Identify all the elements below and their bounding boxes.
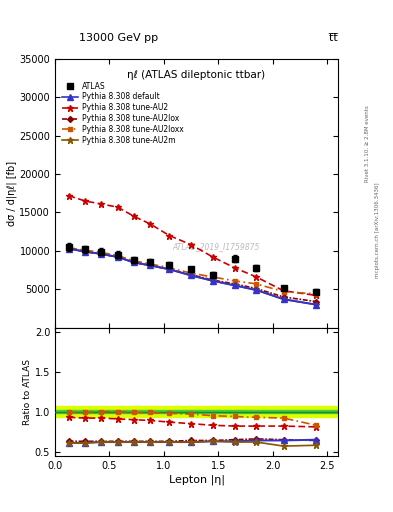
Legend: ATLAS, Pythia 8.308 default, Pythia 8.308 tune-AU2, Pythia 8.308 tune-AU2lox, Py: ATLAS, Pythia 8.308 default, Pythia 8.30…	[62, 81, 183, 145]
Text: t̅t̅: t̅t̅	[329, 33, 338, 44]
Y-axis label: dσ / d|ηℓ| [fb]: dσ / d|ηℓ| [fb]	[6, 161, 17, 226]
Bar	[55, 410, 338, 413]
Text: 13000 GeV pp: 13000 GeV pp	[79, 33, 158, 44]
X-axis label: Lepton |η|: Lepton |η|	[169, 475, 224, 485]
Text: ηℓ (ATLAS dileptonic ttbar): ηℓ (ATLAS dileptonic ttbar)	[127, 70, 266, 80]
Text: ATLAS_2019_I1759875: ATLAS_2019_I1759875	[173, 243, 260, 251]
Bar	[55, 406, 338, 417]
Text: mcplots.cern.ch [arXiv:1306.3436]: mcplots.cern.ch [arXiv:1306.3436]	[375, 183, 380, 278]
Text: Rivet 3.1.10, ≥ 2.8M events: Rivet 3.1.10, ≥ 2.8M events	[365, 105, 370, 182]
Y-axis label: Ratio to ATLAS: Ratio to ATLAS	[23, 359, 32, 424]
